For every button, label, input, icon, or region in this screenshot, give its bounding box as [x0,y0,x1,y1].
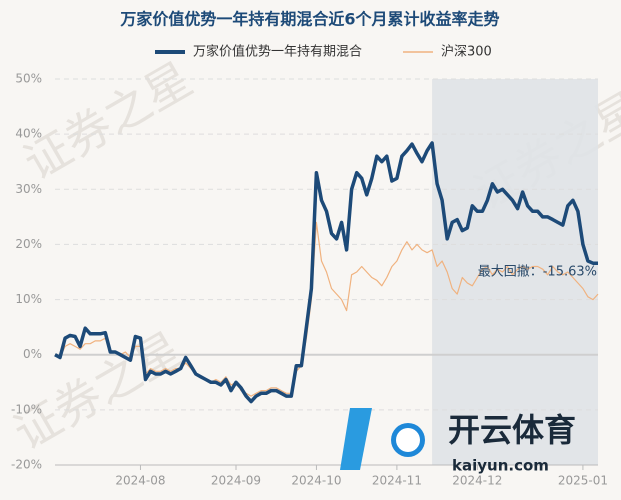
y-tick-label: -20% [11,458,42,472]
y-tick-label: 40% [15,127,42,141]
y-tick-label: 10% [15,292,42,306]
logo: 开云体育 kaiyun.com [340,408,576,475]
x-tick-label: 2024-12 [452,474,502,488]
logo-k [340,408,372,470]
series-line [54,141,598,404]
chart-title: 万家价值优势一年持有期混合近6个月累计收益率走势 [119,10,499,29]
logo-ball-inner [396,428,420,452]
x-tick-label: 2024-08 [115,474,165,488]
legend-label: 沪深300 [441,44,492,60]
y-tick-label: 0% [23,347,42,361]
y-tick-label: 30% [15,182,42,196]
drawdown-label: 最大回撤：-15.63% [478,264,597,280]
legend-label: 万家价值优势一年持有期混合 [193,44,362,60]
logo-site: kaiyun.com [452,457,549,475]
y-tick-label: 20% [15,237,42,251]
x-tick-label: 2025-01 [558,474,608,488]
logo-name: 开云体育 [448,411,576,449]
x-tick-label: 2024-09 [211,474,261,488]
y-tick-label: -10% [11,402,42,416]
x-tick-label: 2024-11 [372,474,422,488]
x-tick-label: 2024-10 [291,474,341,488]
y-tick-label: 50% [15,72,42,86]
